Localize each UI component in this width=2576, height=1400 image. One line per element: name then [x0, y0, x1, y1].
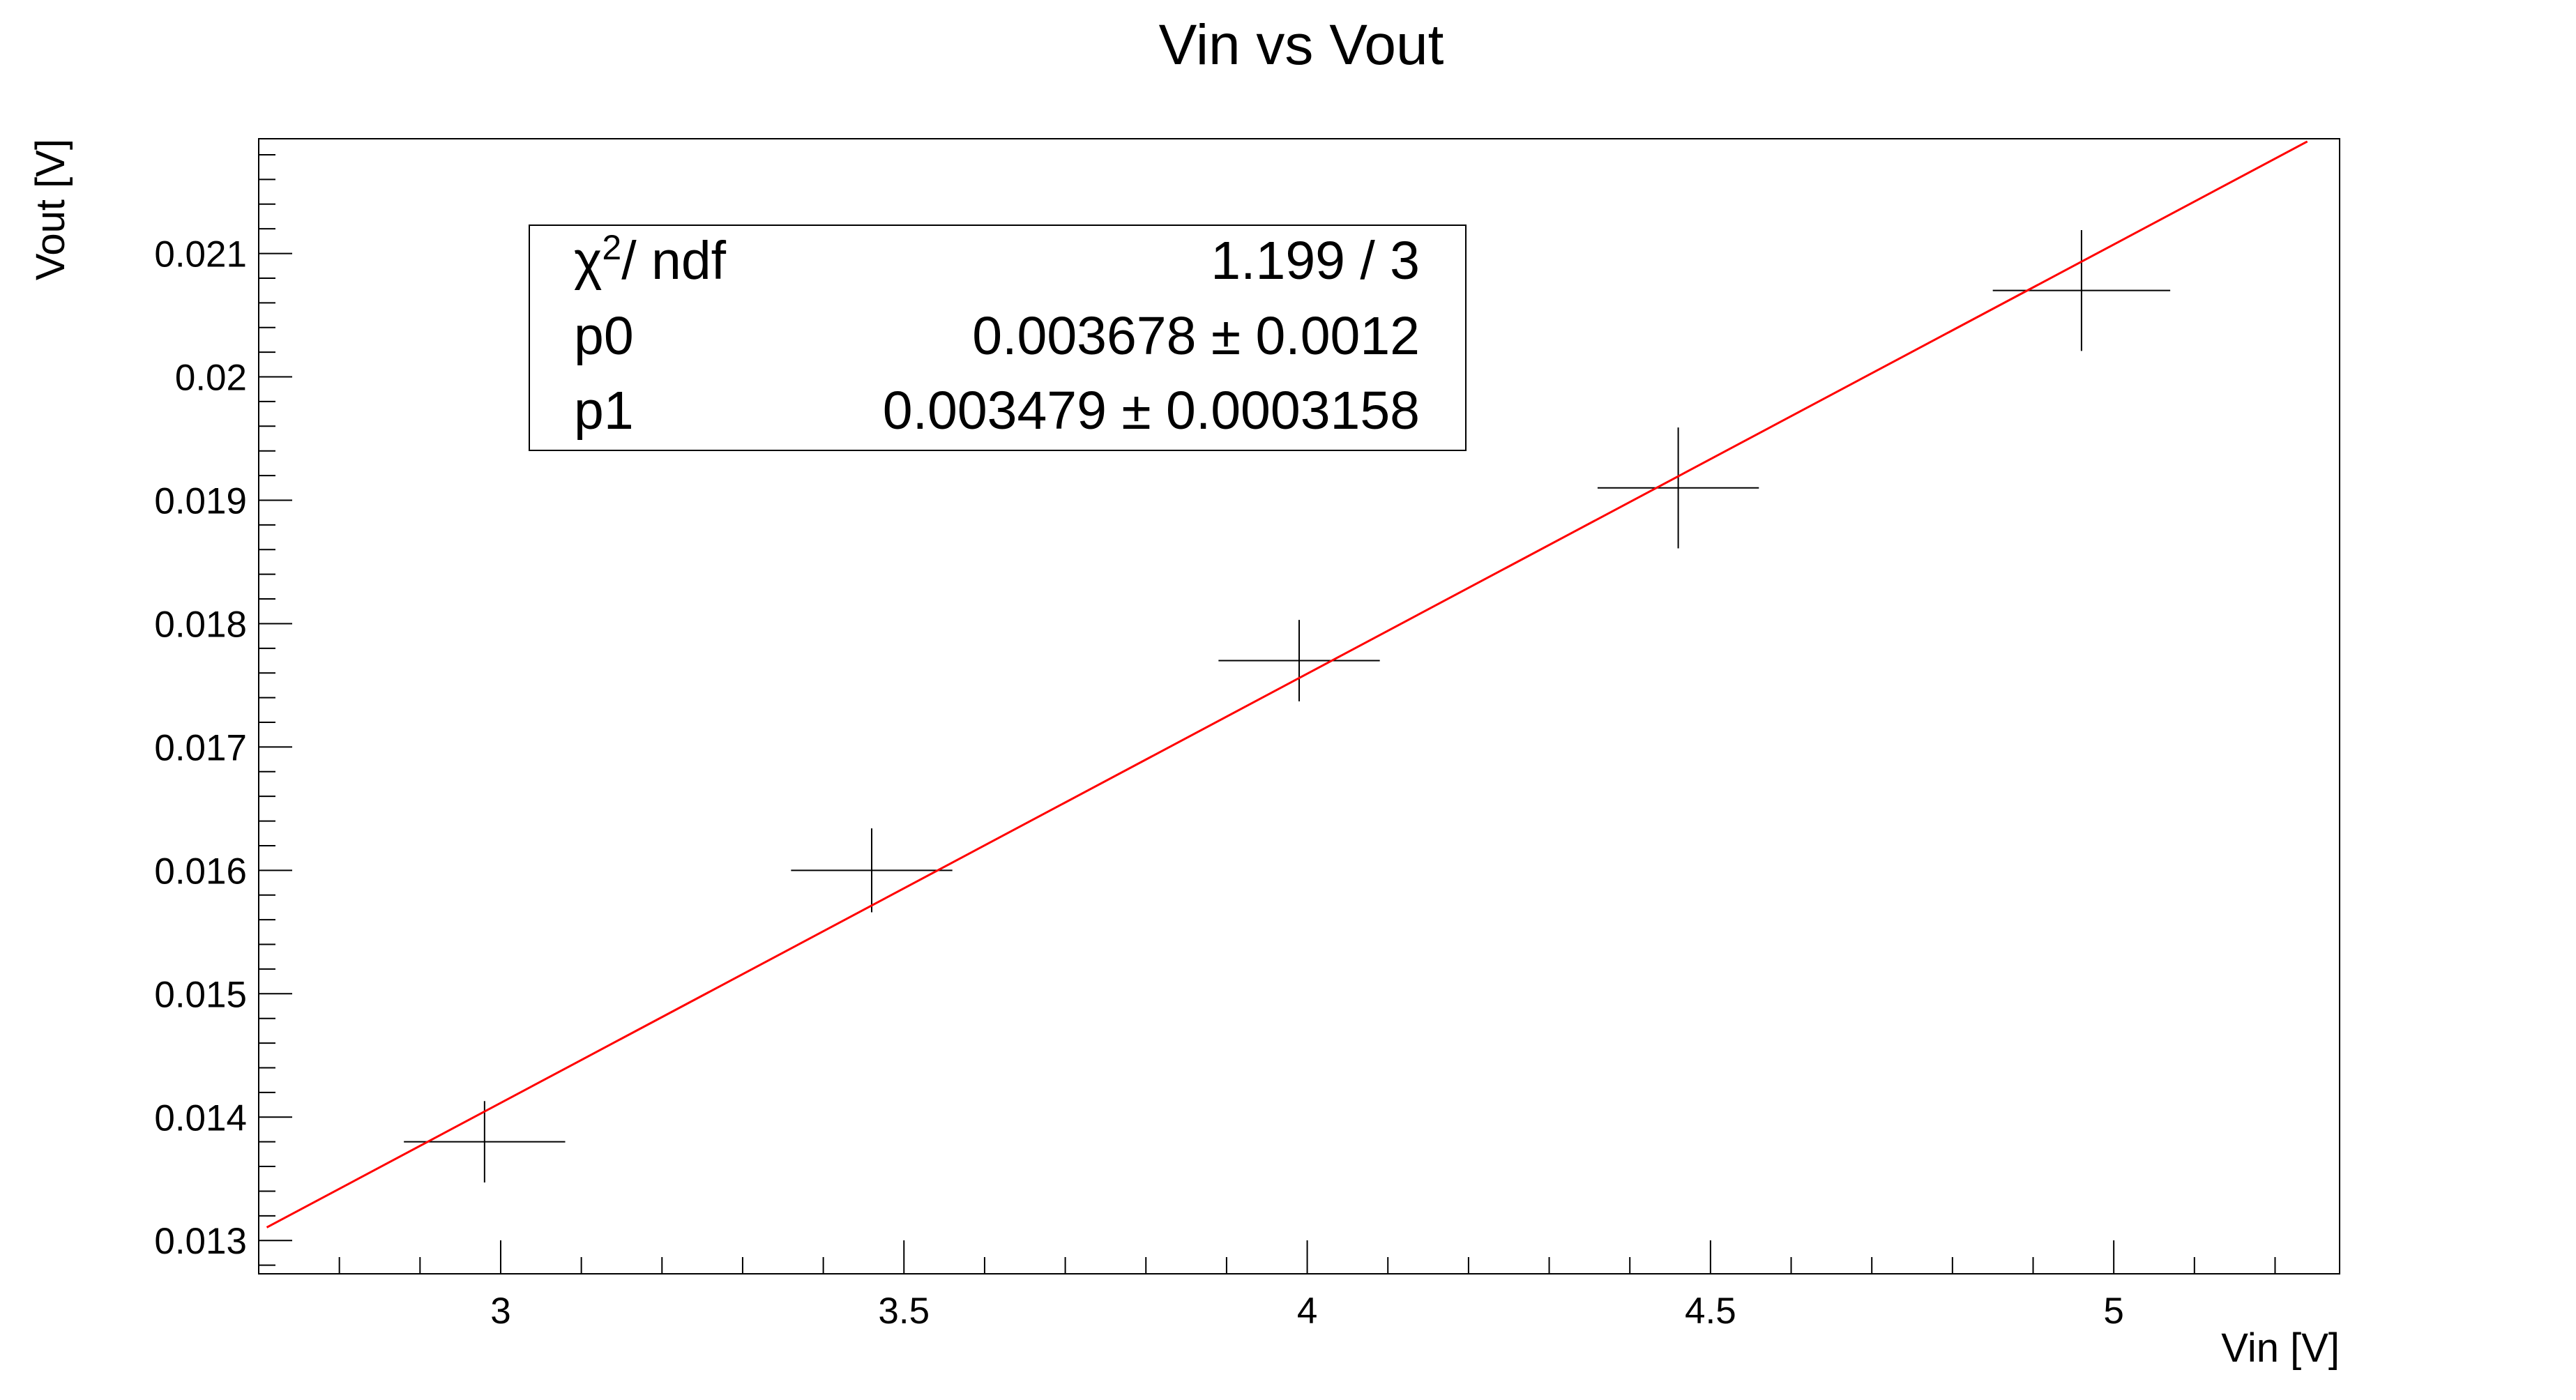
y-tick-label: 0.015	[154, 974, 247, 1015]
y-tick-label: 0.019	[154, 480, 247, 522]
fit-line	[266, 140, 2308, 1228]
y-axis-tick-labels: 0.013 0.014 0.015 0.016 0.017 0.018 0.019 0.02 0…	[154, 234, 247, 1263]
data-points	[404, 229, 2171, 1183]
y-tick-label: 0.016	[154, 851, 247, 892]
x-tick-label: 3.5	[878, 1291, 930, 1332]
stats-p0-value: 0.003678 ± 0.0012	[972, 306, 1420, 366]
y-tick-label: 0.014	[154, 1097, 247, 1139]
y-tick-label: 0.017	[154, 727, 247, 768]
data-point	[791, 828, 953, 913]
stats-p1-label: p1	[574, 381, 634, 441]
stats-p1-value: 0.003479 ± 0.0003158	[883, 381, 1420, 441]
stats-chi2-label: χ2/ ndf	[574, 228, 727, 291]
y-tick-label: 0.02	[175, 358, 247, 399]
y-tick-label: 0.018	[154, 604, 247, 645]
stats-chi2-value: 1.199 / 3	[1211, 231, 1420, 291]
x-tick-label: 5	[2103, 1291, 2123, 1332]
data-point	[1597, 427, 1759, 549]
stats-box: χ2/ ndf 1.199 / 3 p0 0.003678 ± 0.0012 p…	[529, 225, 1467, 451]
x-tick-label: 3	[490, 1291, 510, 1332]
x-tick-label: 4	[1297, 1291, 1317, 1332]
plot-frame	[258, 138, 2340, 1275]
x-axis-ticks	[258, 1240, 2276, 1274]
data-point	[1992, 229, 2171, 351]
x-axis-title: Vin [V]	[2221, 1325, 2340, 1371]
chart-title: Vin vs Vout	[1159, 13, 1444, 77]
y-tick-label: 0.013	[154, 1221, 247, 1262]
y-axis-ticks	[259, 154, 292, 1266]
data-point	[1218, 620, 1380, 701]
x-axis-tick-labels: 3 3.5 4 4.5 5	[490, 1291, 2124, 1332]
stats-chi2-label-text: / ndf	[621, 231, 726, 291]
x-tick-label: 4.5	[1685, 1291, 1736, 1332]
stats-p0-label: p0	[574, 306, 634, 366]
y-tick-label: 0.021	[154, 234, 247, 275]
y-axis-title: Vout [V]	[28, 139, 73, 280]
data-point	[404, 1101, 566, 1183]
stats-box-frame	[529, 225, 1467, 451]
